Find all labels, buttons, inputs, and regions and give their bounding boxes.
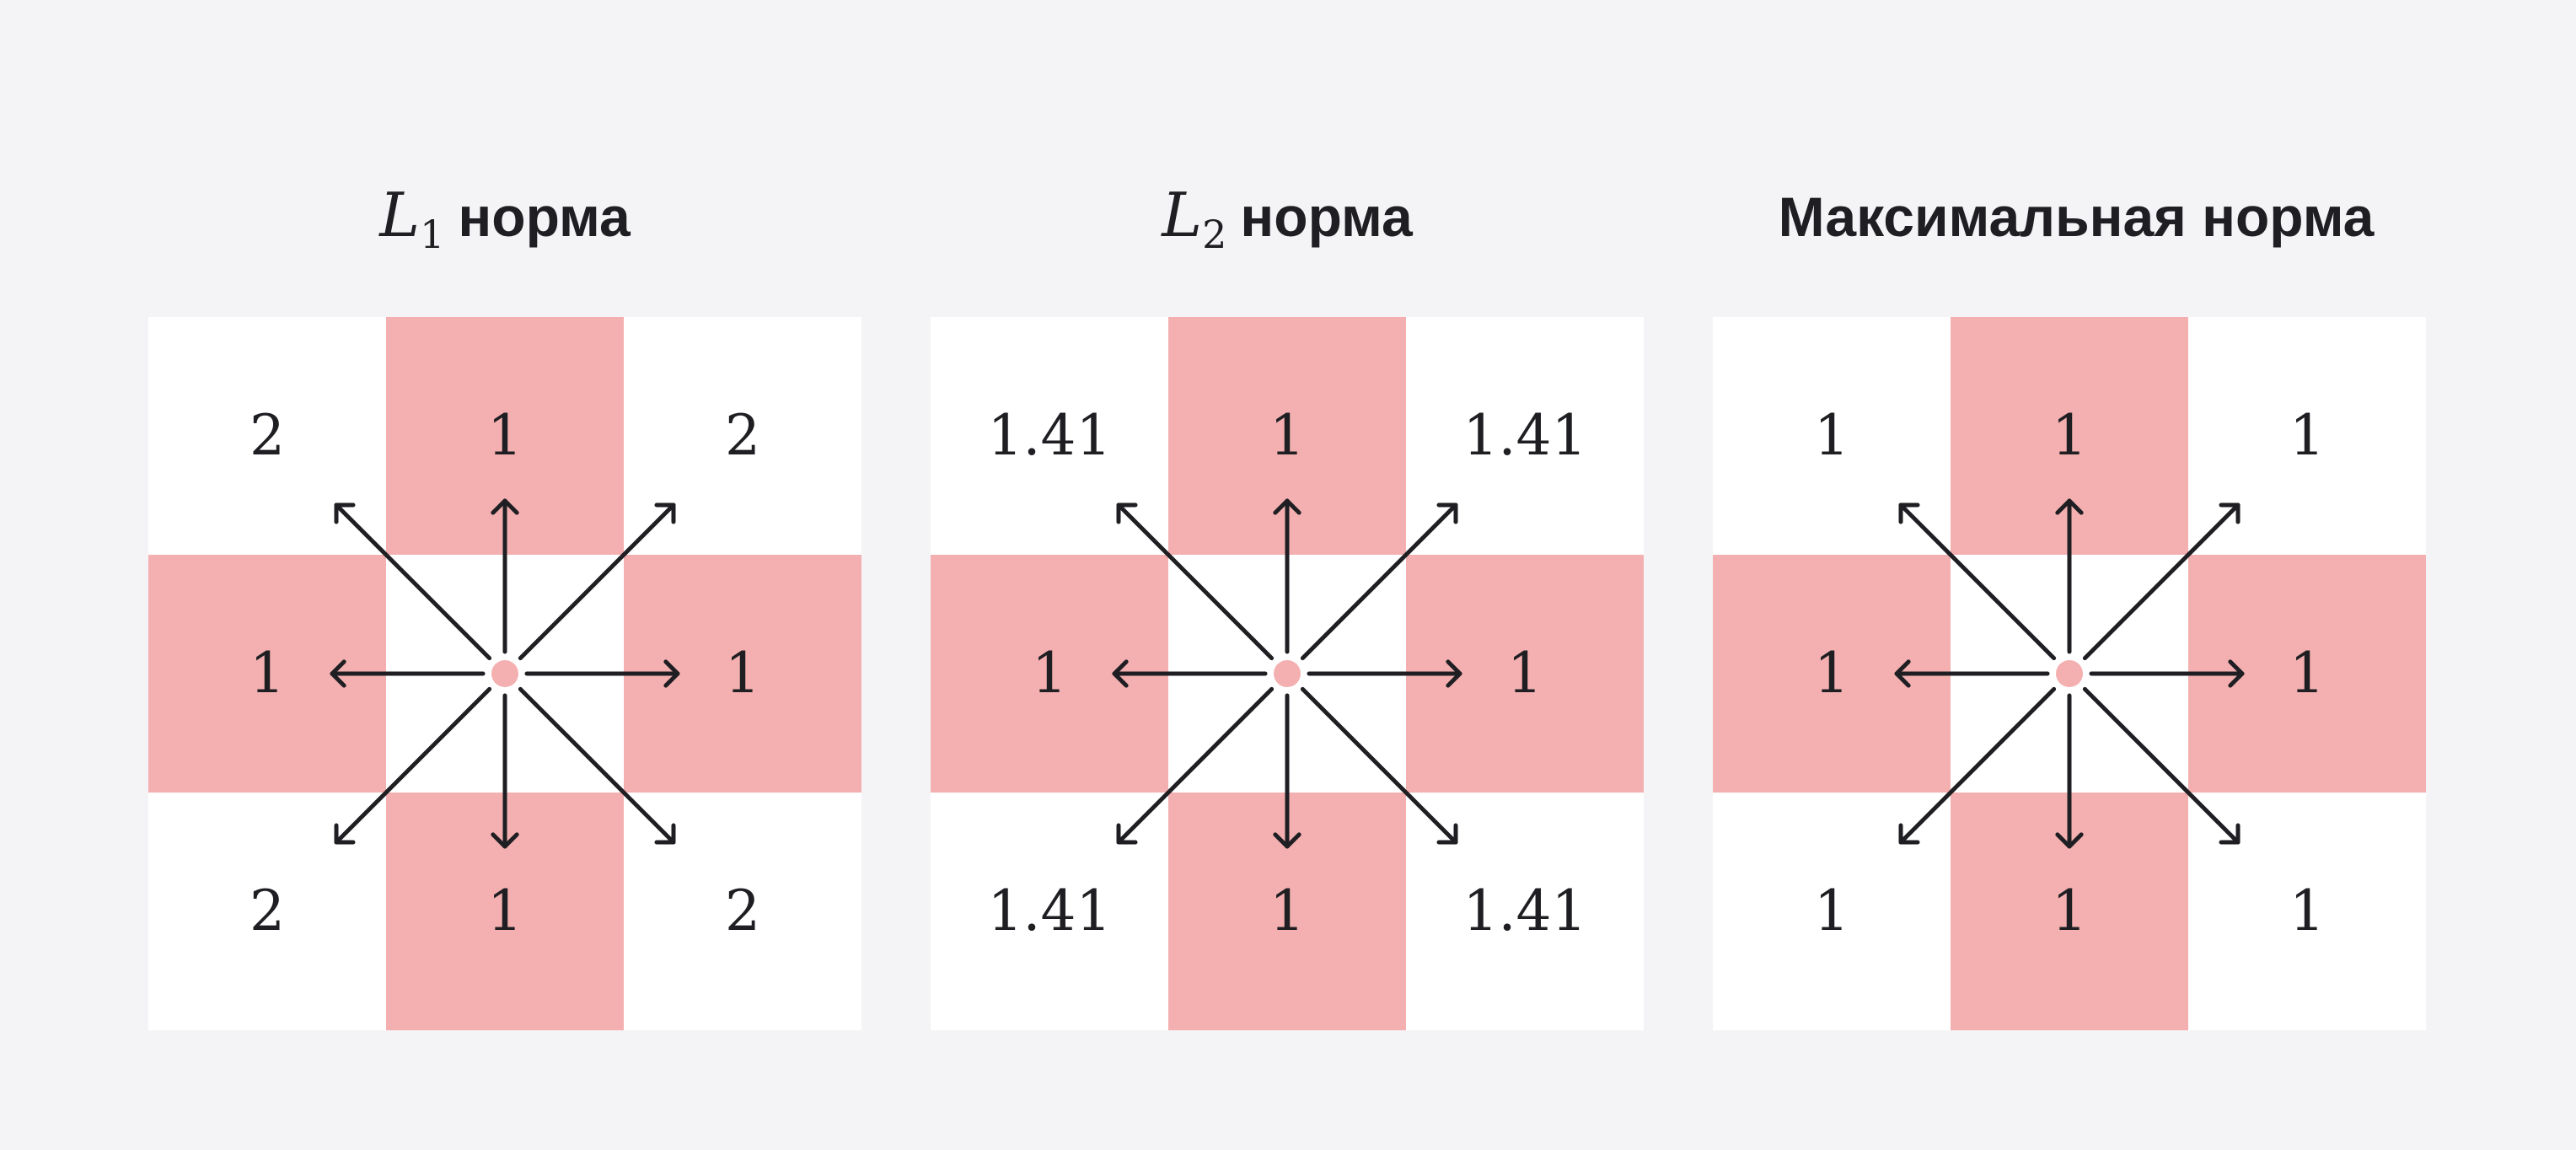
cell-value: 1 [1814, 879, 1849, 943]
grid-cell-center [386, 555, 624, 793]
grid-cell-top: 1 [386, 317, 624, 555]
grid-cell-bottom-left: 1.41 [931, 793, 1168, 1030]
grid-cell-right: 1 [1406, 555, 1644, 793]
grid-cell-right: 1 [2188, 555, 2426, 793]
grid-cell-bottom-left: 2 [148, 793, 386, 1030]
cell-value: 1 [2289, 879, 2325, 943]
title-variable: L [379, 180, 421, 250]
panel-title: L2 норма [931, 169, 1644, 261]
cell-value: 2 [250, 403, 285, 468]
cell-value: 1 [2052, 403, 2087, 468]
cell-value: 2 [250, 879, 285, 943]
grid-cell-top: 1 [1168, 317, 1406, 555]
cell-value: 1 [1032, 641, 1067, 706]
panel-max-norm: Максимальная норма 1 1 1 1 1 1 1 1 [1713, 0, 2426, 1150]
grid-cell-center [1168, 555, 1406, 793]
distance-grid: 1 1 1 1 1 1 1 1 [1713, 317, 2426, 1030]
cell-value: 1 [487, 403, 523, 468]
cell-value: 1 [1269, 879, 1305, 943]
cell-value: 1 [1269, 403, 1305, 468]
grid-cell-top-right: 1 [2188, 317, 2426, 555]
cell-value: 1.41 [987, 879, 1112, 943]
distance-grid: 1.41 1 1.41 1 1 1.41 1 1.41 [931, 317, 1644, 1030]
title-text: норма [1240, 185, 1413, 248]
cell-value: 1 [1814, 403, 1849, 468]
cell-value: 1.41 [1462, 879, 1587, 943]
grid-cell-bottom-right: 1.41 [1406, 793, 1644, 1030]
title-variable: L [1162, 180, 1203, 250]
panel-l1-norm: L1 норма 2 1 2 1 1 2 1 2 [148, 0, 861, 1150]
grid-cell-top-left: 1.41 [931, 317, 1168, 555]
grid-cell-top-left: 2 [148, 317, 386, 555]
title-text: Максимальная норма [1778, 185, 2375, 248]
grid-cell-bottom: 1 [386, 793, 624, 1030]
cell-value: 1 [1814, 641, 1849, 706]
cell-value: 1.41 [987, 403, 1112, 468]
cell-value: 1 [2052, 879, 2087, 943]
grid-cell-top-right: 1.41 [1406, 317, 1644, 555]
grid-cell-top: 1 [1951, 317, 2188, 555]
grid-cell-bottom-left: 1 [1713, 793, 1951, 1030]
panel-title: Максимальная норма [1713, 169, 2426, 261]
panel-l2-norm: L2 норма 1.41 1 1.41 1 1 1.41 1 1.41 [931, 0, 1644, 1150]
title-text: норма [458, 185, 631, 248]
cell-value [386, 555, 624, 793]
cell-value [1951, 555, 2188, 793]
title-subscript: 1 [420, 212, 445, 257]
grid-cell-bottom: 1 [1951, 793, 2188, 1030]
cell-value [1168, 555, 1406, 793]
distance-grid: 2 1 2 1 1 2 1 2 [148, 317, 861, 1030]
grid-cell-left: 1 [931, 555, 1168, 793]
grid-cell-left: 1 [1713, 555, 1951, 793]
cell-value: 1 [725, 641, 760, 706]
grid-cell-top-right: 2 [624, 317, 861, 555]
grid-cell-bottom: 1 [1168, 793, 1406, 1030]
cell-value: 1 [2289, 641, 2325, 706]
cell-value: 1 [250, 641, 285, 706]
cell-value: 2 [725, 403, 760, 468]
grid-cell-left: 1 [148, 555, 386, 793]
grid-cell-bottom-right: 2 [624, 793, 861, 1030]
cell-value: 1 [487, 879, 523, 943]
cell-value: 1.41 [1462, 403, 1587, 468]
panel-title: L1 норма [148, 169, 861, 261]
grid-cell-center [1951, 555, 2188, 793]
cell-value: 2 [725, 879, 760, 943]
grid-cell-bottom-right: 1 [2188, 793, 2426, 1030]
grid-cell-top-left: 1 [1713, 317, 1951, 555]
cell-value: 1 [2289, 403, 2325, 468]
grid-cell-right: 1 [624, 555, 861, 793]
title-subscript: 2 [1202, 212, 1227, 257]
cell-value: 1 [1507, 641, 1543, 706]
